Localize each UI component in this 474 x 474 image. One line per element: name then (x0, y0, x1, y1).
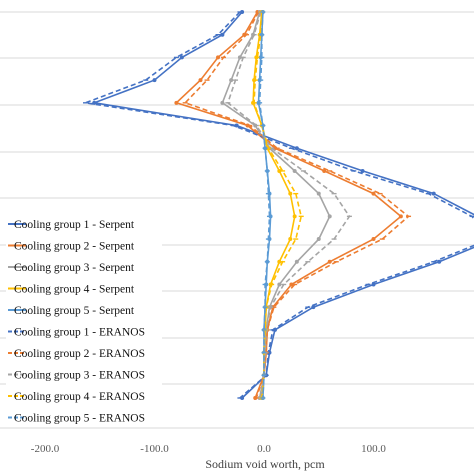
data-point (277, 282, 282, 287)
data-point (220, 32, 225, 37)
x-tick-label: -200.0 (31, 443, 60, 455)
data-point (360, 168, 365, 173)
data-point (152, 78, 157, 83)
data-point (292, 168, 297, 173)
data-point (198, 78, 203, 83)
data-point (322, 168, 327, 173)
data-point (289, 282, 294, 287)
data-point (327, 214, 332, 219)
data-point (431, 191, 436, 196)
data-point (234, 123, 239, 128)
x-tick-label: 0.0 (257, 443, 271, 455)
data-point (237, 55, 242, 60)
data-point (316, 191, 321, 196)
series-lines (82, 10, 474, 400)
legend-label: Cooling group 1 - Serpent (14, 219, 135, 231)
series-line-1 (91, 11, 474, 399)
x-tick-label: 100.0 (361, 443, 386, 455)
data-point (398, 214, 403, 219)
data-point (220, 100, 225, 105)
series-line-10 (258, 11, 271, 399)
legend-label: Cooling group 5 - Serpent (14, 305, 135, 317)
legend-label: Cooling group 1 - ERANOS (14, 327, 145, 339)
data-point (92, 100, 97, 105)
x-tick-label: -100.0 (140, 443, 169, 455)
data-point (179, 55, 184, 60)
data-point (229, 78, 234, 83)
data-point (294, 146, 299, 151)
data-point (294, 259, 299, 264)
series-line-3 (221, 11, 331, 399)
data-point (174, 100, 179, 105)
series-line-7 (183, 11, 410, 399)
x-axis-title: Sodium void worth, pcm (205, 457, 325, 471)
data-point (327, 259, 332, 264)
data-point (437, 259, 442, 264)
legend-label: Cooling group 2 - Serpent (14, 241, 135, 253)
data-point (288, 237, 293, 242)
legend-label: Cooling group 2 - ERANOS (14, 348, 145, 360)
legend-label: Cooling group 4 - Serpent (14, 284, 135, 296)
legend-label: Cooling group 3 - ERANOS (14, 370, 145, 382)
data-point (277, 168, 282, 173)
series-line-8 (226, 11, 351, 399)
data-point (216, 55, 221, 60)
series-line-6 (82, 11, 474, 399)
legend-label: Cooling group 4 - ERANOS (14, 391, 145, 403)
legend-box (6, 215, 162, 415)
data-point (292, 214, 297, 219)
series-line-9 (253, 11, 303, 399)
data-point (288, 191, 293, 196)
legend-label: Cooling group 3 - Serpent (14, 262, 135, 274)
data-point (311, 305, 316, 310)
data-point (316, 237, 321, 242)
data-point (371, 191, 376, 196)
legend-label: Cooling group 5 - ERANOS (14, 413, 145, 425)
legend: Cooling group 1 - Serpent Cooling group 2… (6, 215, 162, 425)
data-point (371, 237, 376, 242)
data-point (277, 259, 282, 264)
